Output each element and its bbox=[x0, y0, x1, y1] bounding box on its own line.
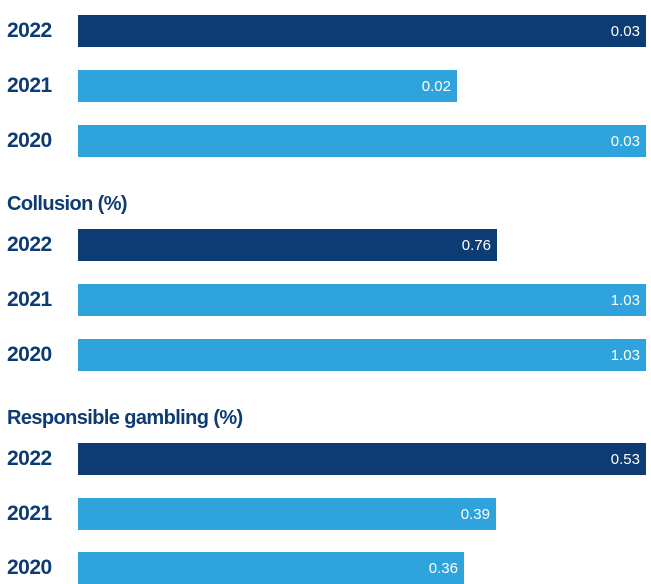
bar: 0.03 bbox=[78, 125, 646, 157]
year-label: 2022 bbox=[7, 19, 52, 42]
bar: 0.02 bbox=[78, 70, 457, 102]
bar-row: 2021 0.02 bbox=[0, 70, 651, 102]
bar-row: 2020 0.03 bbox=[0, 125, 651, 157]
year-label: 2022 bbox=[7, 447, 52, 470]
bar-row: 2022 0.53 bbox=[0, 443, 651, 475]
bar: 0.53 bbox=[78, 443, 646, 475]
data-label: 0.36 bbox=[428, 559, 458, 577]
data-label: 0.76 bbox=[461, 236, 491, 254]
year-label: 2020 bbox=[7, 343, 52, 366]
data-label: 0.39 bbox=[460, 505, 490, 523]
data-label: 0.03 bbox=[610, 132, 640, 150]
bar-row: 2022 0.03 bbox=[0, 15, 651, 47]
bar: 1.03 bbox=[78, 339, 646, 371]
section-title: Responsible gambling (%) bbox=[7, 407, 243, 429]
bar-row: 2020 1.03 bbox=[0, 339, 651, 371]
year-label: 2020 bbox=[7, 556, 52, 579]
year-label: 2021 bbox=[7, 502, 52, 525]
year-label: 2022 bbox=[7, 233, 52, 256]
bar: 0.76 bbox=[78, 229, 497, 261]
year-label: 2021 bbox=[7, 74, 52, 97]
bar: 0.39 bbox=[78, 498, 496, 530]
section-title: Collusion (%) bbox=[7, 193, 128, 215]
data-label: 0.53 bbox=[610, 450, 640, 468]
bar: 0.03 bbox=[78, 15, 646, 47]
bar: 1.03 bbox=[78, 284, 646, 316]
data-label: 1.03 bbox=[610, 291, 640, 309]
year-label: 2021 bbox=[7, 288, 52, 311]
bar-row: 2022 0.76 bbox=[0, 229, 651, 261]
bar: 0.36 bbox=[78, 552, 464, 584]
data-label: 1.03 bbox=[610, 346, 640, 364]
data-label: 0.02 bbox=[421, 77, 451, 95]
bar-row: 2021 1.03 bbox=[0, 284, 651, 316]
bar-row: 2021 0.39 bbox=[0, 498, 651, 530]
year-label: 2020 bbox=[7, 129, 52, 152]
bar-row: 2020 0.36 bbox=[0, 552, 651, 584]
data-label: 0.03 bbox=[610, 22, 640, 40]
